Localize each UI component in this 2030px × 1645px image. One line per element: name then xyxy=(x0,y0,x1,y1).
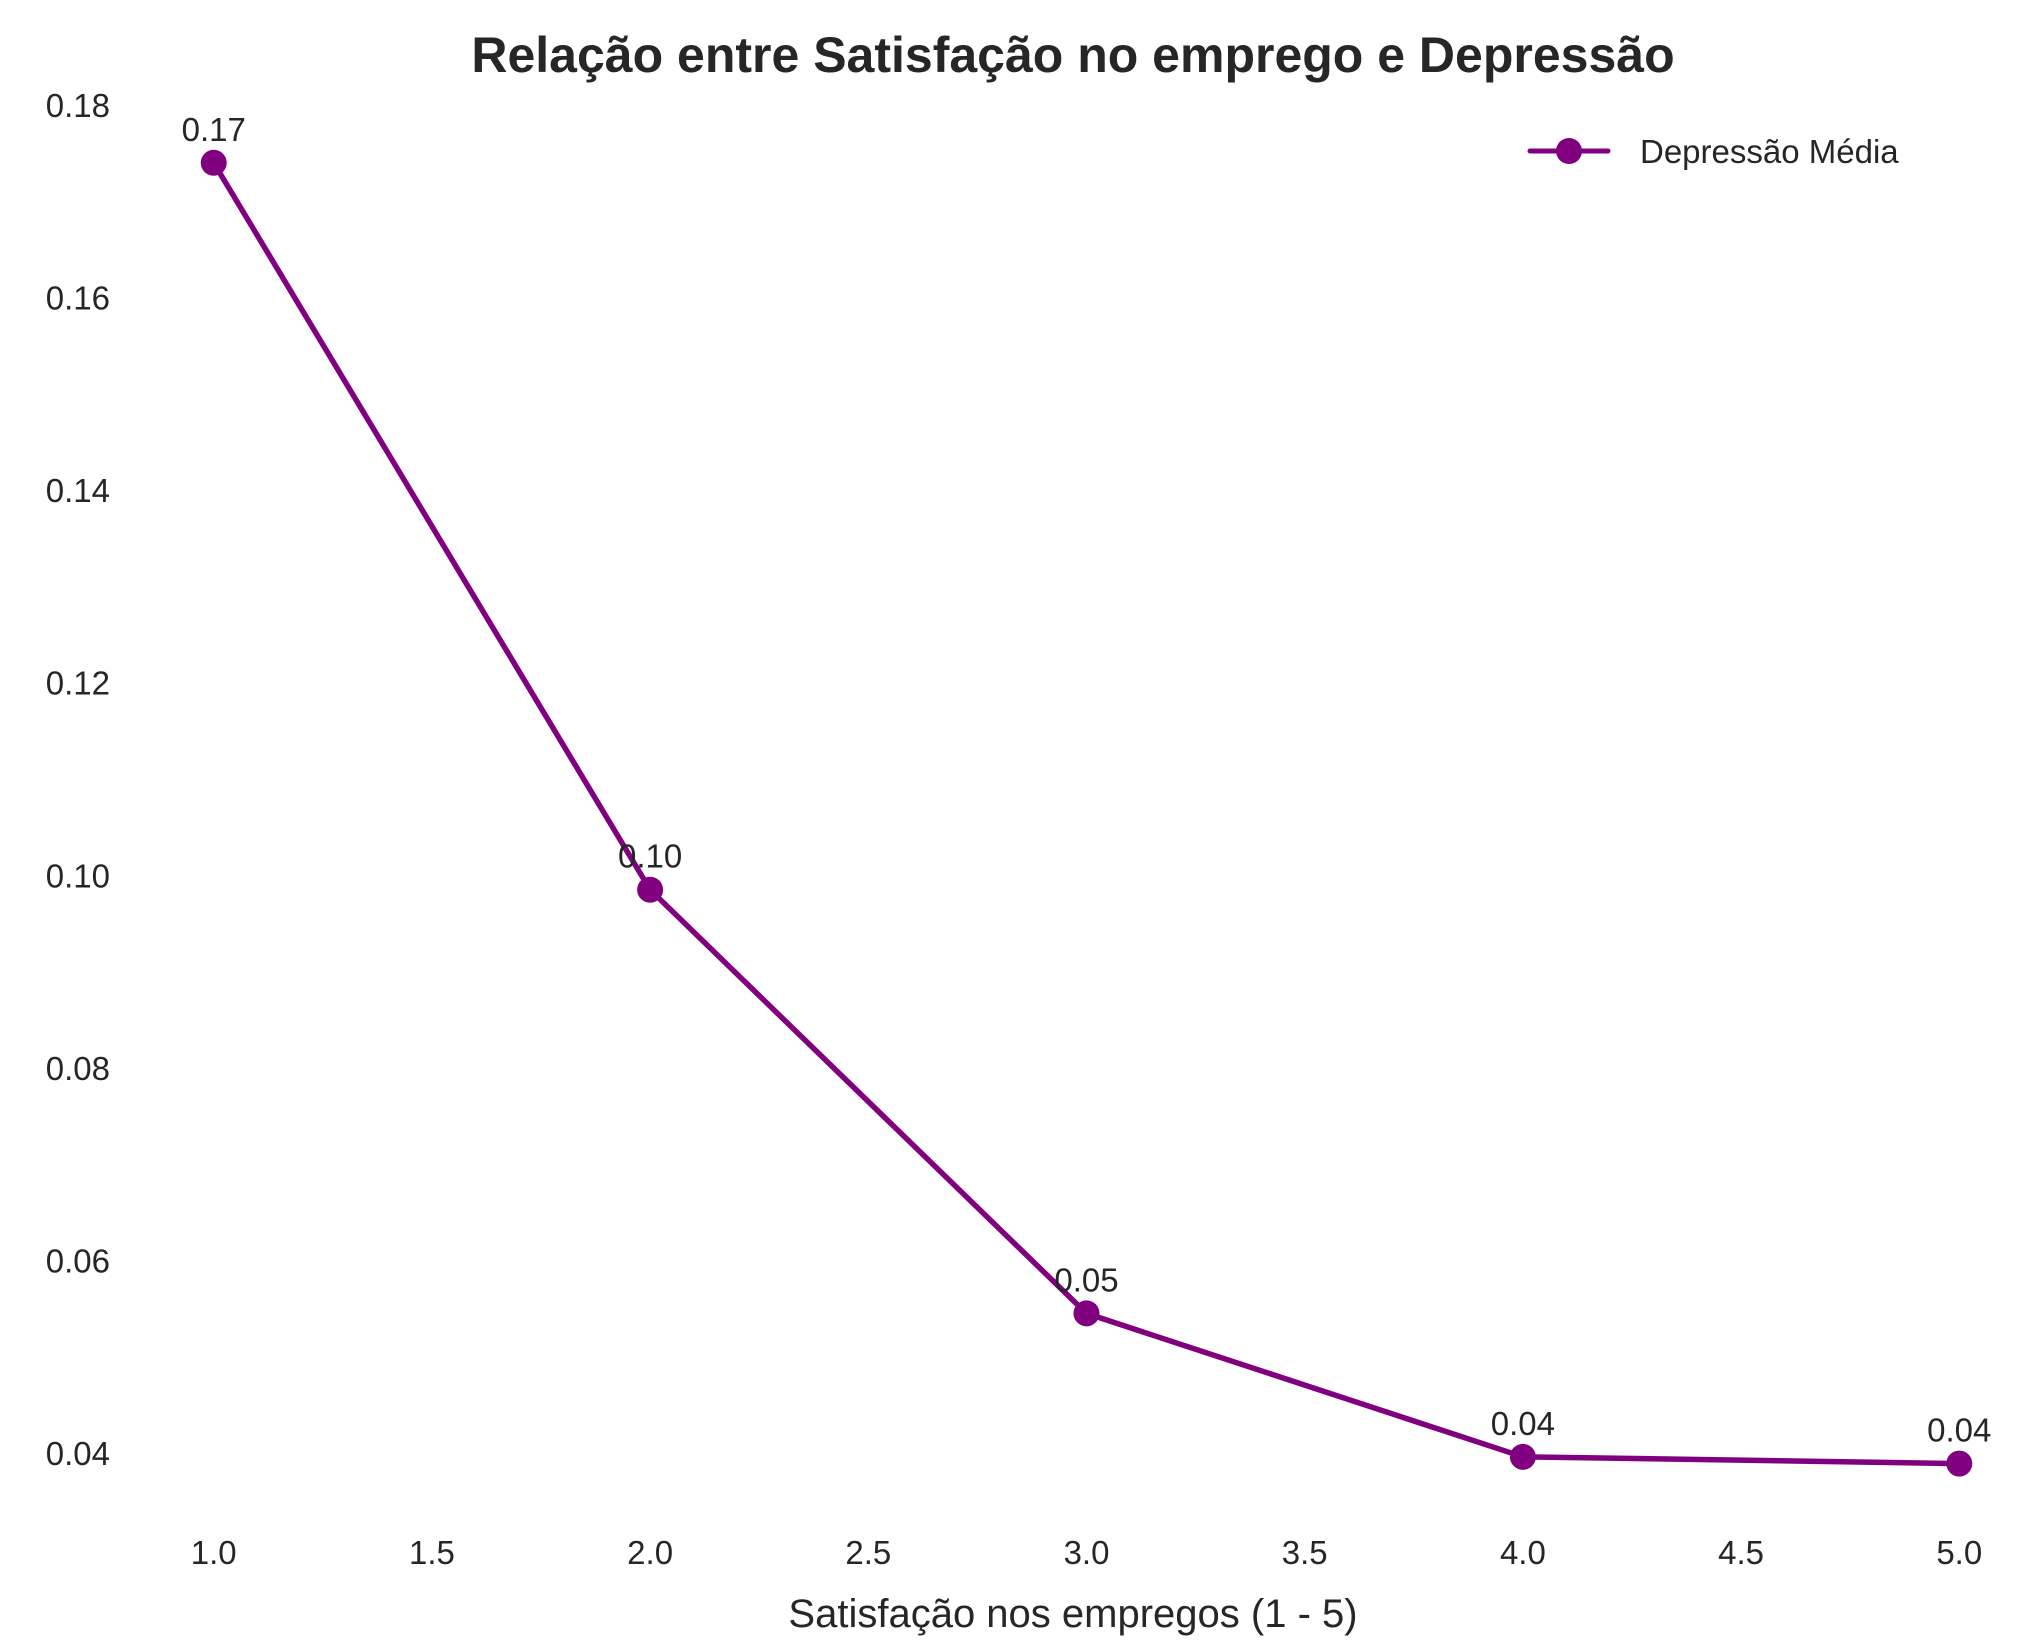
x-tick-label: 2.5 xyxy=(845,1534,891,1571)
data-point xyxy=(637,876,664,903)
x-axis-label: Satisfação nos empregos (1 - 5) xyxy=(788,1592,1357,1636)
legend: Depressão Média xyxy=(1527,133,1899,170)
y-tick-label: 0.14 xyxy=(46,472,110,509)
x-tick-label: 3.5 xyxy=(1282,1534,1328,1571)
x-tick-label: 4.0 xyxy=(1500,1534,1546,1571)
y-tick-label: 0.12 xyxy=(46,665,110,702)
data-label: 0.10 xyxy=(618,838,682,875)
x-tick-label: 3.0 xyxy=(1064,1534,1110,1571)
y-tick-label: 0.16 xyxy=(46,280,110,317)
y-tick-label: 0.10 xyxy=(46,857,110,894)
data-point xyxy=(1946,1450,1973,1477)
plot-area: 0.17 0.10 0.05 0.04 0.04 xyxy=(182,111,1991,1477)
legend-marker xyxy=(1556,138,1582,164)
x-tick-label: 5.0 xyxy=(1936,1534,1982,1571)
y-tick-label: 0.04 xyxy=(46,1435,110,1472)
x-axis-ticks: 1.0 1.5 2.0 2.5 3.0 3.5 4.0 4.5 5.0 xyxy=(191,1534,1982,1571)
y-tick-label: 0.18 xyxy=(46,87,110,124)
data-label: 0.17 xyxy=(182,111,246,148)
legend-entry: Depressão Média xyxy=(1640,133,1899,170)
x-tick-label: 2.0 xyxy=(627,1534,673,1571)
data-point xyxy=(1073,1300,1100,1327)
y-tick-label: 0.06 xyxy=(46,1242,110,1279)
x-tick-label: 1.5 xyxy=(409,1534,455,1571)
data-point xyxy=(200,149,227,176)
data-label: 0.04 xyxy=(1491,1405,1555,1442)
data-label: 0.04 xyxy=(1927,1412,1991,1449)
y-tick-label: 0.08 xyxy=(46,1050,110,1087)
x-tick-label: 1.0 xyxy=(191,1534,237,1571)
chart-title: Relação entre Satisfação no emprego e De… xyxy=(471,27,1674,83)
data-label: 0.05 xyxy=(1054,1261,1118,1298)
data-point xyxy=(1509,1443,1536,1470)
x-tick-label: 4.5 xyxy=(1718,1534,1764,1571)
y-axis-ticks: 0.04 0.06 0.08 0.10 0.12 0.14 0.16 0.18 xyxy=(46,87,110,1472)
